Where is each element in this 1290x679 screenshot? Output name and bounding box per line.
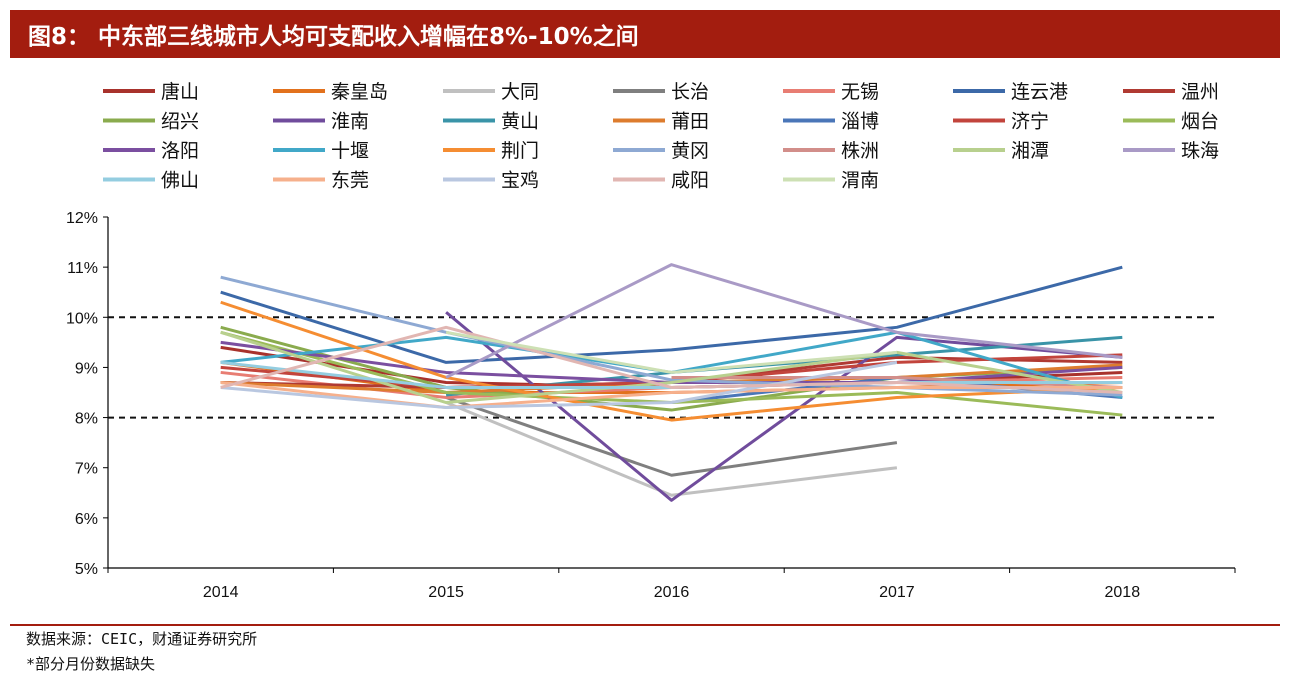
legend-label: 温州 xyxy=(1181,81,1219,103)
legend-label: 秦皇岛 xyxy=(331,81,388,103)
legend-label: 咸阳 xyxy=(671,170,709,192)
legend-label: 无锡 xyxy=(841,81,879,103)
legend-label: 淮南 xyxy=(331,111,369,133)
y-tick-label: 12% xyxy=(66,210,98,227)
legend-label: 黄山 xyxy=(501,111,539,133)
legend-label: 渭南 xyxy=(841,170,879,192)
series-line xyxy=(220,275,1123,397)
series-line xyxy=(220,265,1123,364)
series-line xyxy=(220,300,1123,422)
legend-label: 绍兴 xyxy=(161,111,199,133)
series-line xyxy=(220,360,898,410)
series-line xyxy=(220,325,1123,394)
legend-label: 黄冈 xyxy=(671,140,709,162)
legend-label: 十堰 xyxy=(331,140,369,162)
series-line xyxy=(445,401,898,497)
series-line xyxy=(445,396,898,477)
x-axis: 2014 2015 2016 2017 2018 xyxy=(107,567,1236,601)
y-tick-label: 10% xyxy=(66,310,98,327)
legend-label: 珠海 xyxy=(1181,140,1219,162)
y-tick-label: 11% xyxy=(67,260,98,277)
x-tick-label: 2014 xyxy=(203,584,239,601)
series-line xyxy=(445,263,1123,379)
legend-label: 唐山 xyxy=(161,81,199,103)
title-banner: 图8： 中东部三线城市人均可支配收入增幅在8%-10%之间 xyxy=(10,10,1280,58)
x-tick-label: 2016 xyxy=(654,584,690,601)
plot-area xyxy=(220,263,1123,502)
y-tick-label: 7% xyxy=(75,461,98,478)
x-tick-label: 2015 xyxy=(428,584,464,601)
x-tick-label: 2017 xyxy=(879,584,915,601)
footer-divider xyxy=(10,624,1280,626)
legend-label: 大同 xyxy=(501,81,539,103)
y-tick-label: 9% xyxy=(75,360,98,377)
legend-label: 长治 xyxy=(671,81,709,103)
chart-title: 图8： 中东部三线城市人均可支配收入增幅在8%-10%之间 xyxy=(28,24,639,50)
series-line xyxy=(445,330,898,374)
missing-data-note: *部分月份数据缺失 xyxy=(26,655,156,673)
legend-label: 湘潭 xyxy=(1011,140,1049,162)
legend-label: 连云港 xyxy=(1011,81,1068,103)
legend-label: 株洲 xyxy=(841,140,879,162)
y-tick-label: 8% xyxy=(75,411,98,428)
y-tick-label: 5% xyxy=(75,561,98,578)
legend-label: 烟台 xyxy=(1181,111,1219,133)
legend-label: 东莞 xyxy=(331,170,369,192)
series-line xyxy=(220,380,1123,410)
legend-label: 佛山 xyxy=(161,170,199,192)
y-axis: 5% 6% 7% 8% 9% 10% 11% 12% xyxy=(66,210,109,578)
source-note: 数据来源：CEIC，财通证券研究所 xyxy=(26,630,258,648)
legend-label: 济宁 xyxy=(1011,111,1049,133)
legend-label: 荆门 xyxy=(501,140,539,162)
x-tick-label: 2018 xyxy=(1105,584,1141,601)
legend-label: 莆田 xyxy=(671,111,709,133)
series-line xyxy=(671,375,1123,389)
legend-label: 淄博 xyxy=(841,111,879,133)
legend-label: 宝鸡 xyxy=(501,170,539,192)
legend-label: 洛阳 xyxy=(161,140,199,162)
y-tick-label: 6% xyxy=(75,511,98,528)
